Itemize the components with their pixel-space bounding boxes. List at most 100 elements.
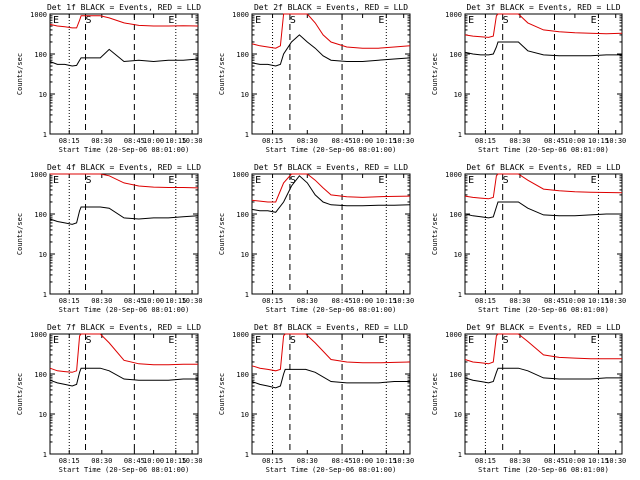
y-axis-label: Counts/sec: [16, 373, 24, 415]
chart-panel: Det 8f BLACK = Events, RED = LLD 1 10 100 10…: [218, 323, 414, 474]
x-tick-label: 08:15: [59, 457, 80, 465]
marker-label: S: [290, 335, 296, 346]
x-tick-label: 08:30: [91, 297, 112, 305]
x-tick-label: 08:30: [91, 457, 112, 465]
x-tick-label: 08:30: [91, 137, 112, 145]
lld-series-line: [49, 15, 199, 29]
y-axis-label: Counts/sec: [431, 53, 439, 95]
events-series-line: [251, 175, 411, 213]
x-tick-label: 10:30: [182, 457, 203, 465]
marker-label: S: [86, 15, 92, 26]
y-tick-label: 10: [454, 91, 462, 99]
x-tick-label: 08:30: [509, 297, 530, 305]
marker-label: E: [53, 15, 59, 26]
lld-series-line: [50, 173, 199, 189]
chart-title: Det 7f BLACK = Events, RED = LLD: [47, 323, 201, 332]
y-tick-label: 10: [39, 91, 47, 99]
x-tick-label: 10:00: [352, 297, 373, 305]
marker-label: E: [591, 15, 597, 26]
x-tick-label: 10:15: [376, 457, 397, 465]
x-tick-label: 08:15: [262, 297, 283, 305]
chart-title: Det 6f BLACK = Events, RED = LLD: [466, 163, 620, 172]
y-tick-label: 1000: [445, 11, 462, 19]
chart-title: Det 4f BLACK = Events, RED = LLD: [47, 163, 201, 172]
lld-series-line: [251, 173, 411, 203]
chart-title: Det 8f BLACK = Events, RED = LLD: [254, 323, 408, 332]
y-tick-label: 1: [458, 291, 462, 299]
y-tick-label: 10: [454, 411, 462, 419]
y-tick-label: 1: [43, 451, 47, 459]
x-axis-label: Start Time (20-Sep-06 08:01:00): [478, 306, 609, 314]
marker-label: S: [86, 335, 92, 346]
lld-series-line: [464, 173, 623, 200]
x-tick-label: 10:30: [605, 297, 626, 305]
chart-panel: Det 2f BLACK = Events, RED = LLD 1 10 100 10…: [218, 3, 414, 154]
events-series-line: [251, 368, 410, 389]
y-tick-label: 1000: [30, 331, 47, 339]
marker-label: E: [468, 335, 474, 346]
events-series-line: [49, 48, 199, 67]
y-tick-label: 1000: [445, 331, 462, 339]
y-tick-label: 10: [241, 411, 249, 419]
y-tick-label: 1: [458, 131, 462, 139]
y-tick-label: 100: [236, 371, 249, 379]
marker-label: E: [255, 15, 261, 26]
y-axis-label: Counts/sec: [431, 213, 439, 255]
x-tick-label: 08:45: [544, 137, 565, 145]
lld-series-line: [251, 333, 411, 372]
x-tick-label: 08:15: [262, 137, 283, 145]
x-tick-label: 08:15: [475, 137, 496, 145]
x-tick-label: 08:15: [475, 297, 496, 305]
marker-label: E: [468, 175, 474, 186]
x-tick-label: 08:15: [59, 297, 80, 305]
x-axis-label: Start Time (20-Sep-06 08:01:00): [478, 466, 609, 474]
x-tick-label: 10:00: [143, 137, 164, 145]
x-tick-label: 10:15: [165, 457, 186, 465]
events-series-line: [49, 367, 198, 387]
x-tick-label: 10:30: [182, 297, 203, 305]
plot-frame: [464, 173, 623, 295]
chart-panel: Det 7f BLACK = Events, RED = LLD 1 10 100 10…: [16, 323, 203, 474]
lld-series-line: [464, 13, 623, 38]
x-axis-label: Start Time (20-Sep-06 08:01:00): [59, 466, 190, 474]
x-tick-label: 10:15: [376, 297, 397, 305]
y-tick-label: 1000: [232, 11, 249, 19]
lld-series-line: [464, 333, 622, 365]
chart-panel: Det 1f BLACK = Events, RED = LLD 1 10 100 10…: [16, 3, 203, 154]
x-tick-label: 08:30: [509, 457, 530, 465]
events-series-line: [464, 41, 622, 57]
marker-label: E: [591, 335, 597, 346]
chart-panel: Det 9f BLACK = Events, RED = LLD 1 10 100 10…: [431, 323, 626, 474]
marker-label: S: [290, 175, 296, 186]
x-tick-label: 10:00: [352, 457, 373, 465]
y-tick-label: 100: [236, 51, 249, 59]
events-series-line: [49, 206, 199, 225]
plot-frame: [251, 13, 411, 135]
x-tick-label: 10:00: [564, 457, 585, 465]
y-tick-label: 1: [43, 291, 47, 299]
x-tick-label: 10:00: [352, 137, 373, 145]
y-tick-label: 10: [454, 251, 462, 259]
x-tick-label: 08:30: [297, 457, 318, 465]
events-series-line: [464, 367, 622, 384]
y-axis-label: Counts/sec: [218, 53, 226, 95]
events-series-line: [251, 34, 411, 67]
x-tick-label: 10:00: [143, 297, 164, 305]
x-tick-label: 10:15: [165, 297, 186, 305]
x-axis-label: Start Time (20-Sep-06 08:01:00): [266, 466, 397, 474]
y-tick-label: 10: [241, 91, 249, 99]
y-tick-label: 1: [43, 131, 47, 139]
marker-label: E: [53, 335, 59, 346]
x-axis-label: Start Time (20-Sep-06 08:01:00): [59, 146, 190, 154]
marker-label: S: [86, 175, 92, 186]
x-tick-label: 08:30: [297, 297, 318, 305]
chart-title: Det 5f BLACK = Events, RED = LLD: [254, 163, 408, 172]
marker-label: E: [168, 335, 174, 346]
x-tick-label: 08:15: [59, 137, 80, 145]
x-tick-label: 08:45: [124, 297, 145, 305]
marker-label: S: [503, 175, 509, 186]
plot-frame: [464, 13, 623, 135]
y-tick-label: 1: [245, 451, 249, 459]
x-tick-label: 08:45: [332, 297, 353, 305]
marker-label: E: [378, 335, 384, 346]
